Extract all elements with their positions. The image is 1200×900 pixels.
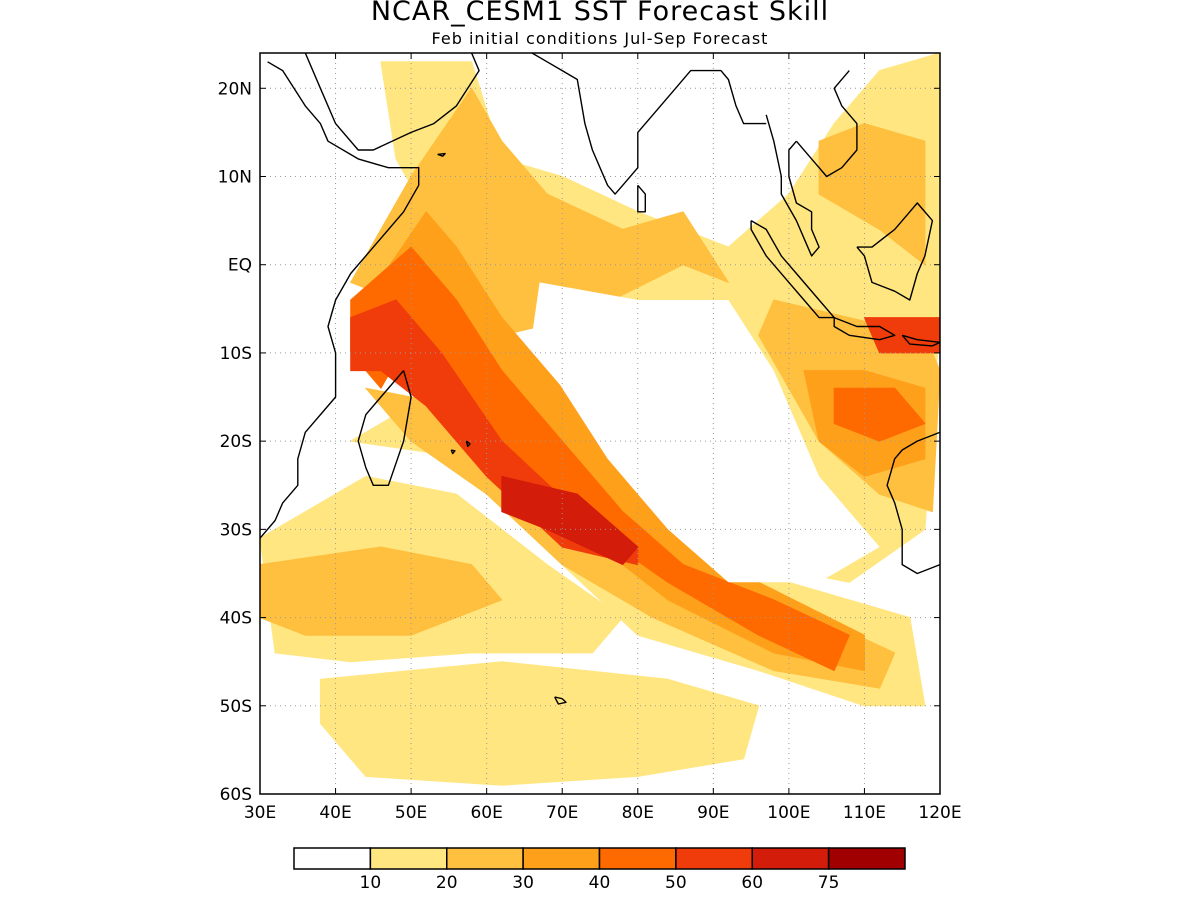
- y-tick-label: 10S: [220, 344, 252, 364]
- java: [833, 316, 896, 341]
- skill-region-level-6: [501, 475, 639, 566]
- socotra: [437, 152, 446, 157]
- mauritius: [465, 440, 471, 448]
- skill-region-level-2: [818, 123, 926, 266]
- x-tick-label: 100E: [767, 803, 810, 823]
- india-coast: [531, 53, 767, 195]
- kerguelen: [554, 696, 567, 705]
- colorbar-label: 75: [818, 873, 840, 893]
- skill-region-level-5: [863, 317, 940, 354]
- colorbar-label: 30: [512, 873, 534, 893]
- map-subtitle: Feb initial conditions Jul-Sep Forecast: [431, 29, 769, 48]
- y-tick-label: 30S: [220, 520, 252, 540]
- colorbar-bin: [675, 847, 753, 870]
- colorbar-label: 50: [665, 873, 687, 893]
- x-tick-label: 50E: [395, 803, 427, 823]
- colorbar: 10 20 30 40 50 60 75: [293, 847, 906, 893]
- x-tick-label: 80E: [622, 803, 654, 823]
- africa-coast: [260, 61, 420, 539]
- skill-region-level-4: [833, 387, 926, 442]
- indochina: [795, 70, 858, 178]
- y-tick-label: EQ: [228, 256, 252, 276]
- reunion: [450, 449, 456, 455]
- x-tick-label: 90E: [697, 803, 729, 823]
- x-tick-label: 60E: [470, 803, 502, 823]
- y-tick-label: 60S: [220, 785, 252, 805]
- sumatra: [750, 219, 835, 319]
- skill-shading: [260, 53, 940, 786]
- skill-region-level-1: [319, 661, 760, 786]
- colorbar-bin: [827, 847, 906, 870]
- malay-peninsula: [765, 114, 820, 257]
- madagascar: [357, 370, 412, 486]
- x-tick-label: 30E: [244, 803, 276, 823]
- x-tick-label: 120E: [918, 803, 961, 823]
- colorbar-bin: [751, 847, 830, 870]
- colorbar-label: 10: [360, 873, 382, 893]
- y-tick-label: 20N: [218, 79, 252, 99]
- axes: 30E 40E 50E 60E 70E 80E 90E 100E 110E 120E 20N 10N E…: [218, 53, 962, 823]
- x-tick-label: 70E: [546, 803, 578, 823]
- colorbar-bin: [446, 847, 524, 870]
- x-tick-label: 110E: [843, 803, 886, 823]
- colorbar-label: 40: [589, 873, 611, 893]
- low-skill-region: [532, 282, 880, 583]
- x-tick-label: 40E: [319, 803, 351, 823]
- colorbar-bin: [293, 847, 372, 870]
- y-tick-label: 20S: [220, 432, 252, 452]
- skill-region-level-2: [260, 546, 503, 636]
- y-tick-label: 40S: [220, 609, 252, 629]
- colorbar-label: 60: [741, 873, 763, 893]
- coastlines: [260, 53, 940, 705]
- grid-lines: [260, 53, 940, 794]
- plot-frame: [259, 52, 941, 795]
- colorbar-label: 20: [436, 873, 458, 893]
- skill-region-level-5: [350, 299, 639, 566]
- colorbar-bin: [369, 847, 448, 870]
- colorbar-bin: [522, 847, 601, 870]
- borneo: [856, 202, 934, 301]
- lesser-sunda: [901, 334, 940, 347]
- colorbar-bin: [598, 847, 677, 870]
- arabia-coast: [304, 53, 480, 151]
- sri-lanka: [637, 184, 646, 213]
- y-tick-label: 50S: [220, 697, 252, 717]
- australia-coast: [886, 431, 940, 575]
- y-tick-label: 10N: [218, 168, 252, 188]
- map-title: NCAR_CESM1 SST Forecast Skill: [370, 0, 830, 27]
